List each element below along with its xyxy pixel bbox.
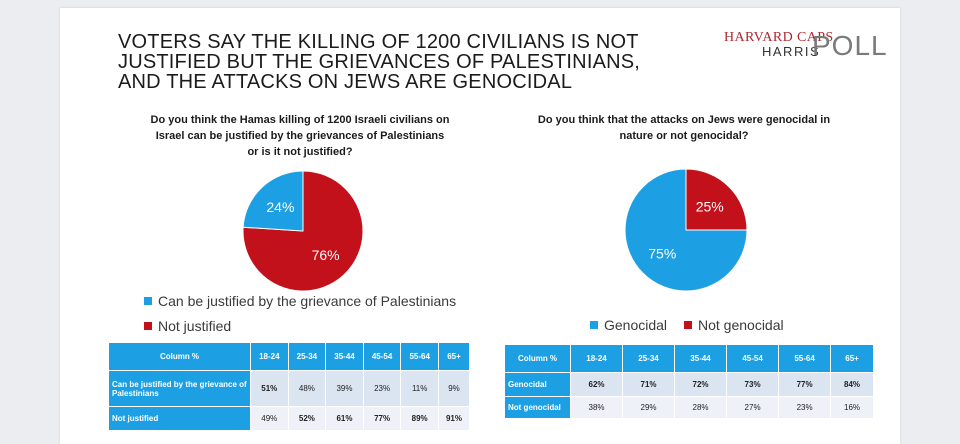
left-pie-chart: 76% 24% [242, 170, 364, 292]
table-corner: Column % [504, 344, 571, 373]
left-legend-item-justified: Can be justified by the grievance of Pal… [144, 293, 456, 309]
table-cell: 71% [622, 372, 676, 397]
right-legend-item-not-genocidal: Not genocidal [684, 317, 784, 333]
table-header-cell: 65+ [830, 344, 874, 373]
table-row: Can be justified by the grievance of Pal… [108, 370, 471, 407]
table-header-cell: 35-44 [674, 344, 728, 373]
table-corner: Column % [108, 342, 251, 371]
table-cell: 23% [778, 396, 832, 419]
table-cell: 38% [569, 396, 624, 419]
legend-label: Not genocidal [698, 317, 784, 333]
legend-swatch-blue [590, 321, 598, 329]
pie-slice-can-be-justified-by-the-grievance-of-palestinians [242, 170, 304, 232]
table-cell: 23% [362, 370, 402, 407]
table-cell: 91% [437, 406, 471, 431]
legend-label: Genocidal [604, 317, 668, 333]
left-legend-item-not-justified: Not justified [144, 318, 231, 334]
table-header-cell: 55-64 [400, 342, 439, 371]
table-cell: 89% [400, 406, 439, 431]
logo-line1: HARVARD CAPS [724, 30, 834, 45]
legend-swatch-red [684, 321, 692, 329]
row-label: Not genocidal [504, 396, 571, 419]
table-header-cell: 25-34 [287, 342, 327, 371]
table-cell: 39% [325, 370, 364, 407]
right-pie-chart: 75% 25% [624, 168, 748, 292]
pie-data-label: 76% [312, 247, 340, 263]
table-header-cell: 45-54 [726, 344, 780, 373]
table-cell: 29% [622, 396, 676, 419]
table-cell: 61% [325, 406, 364, 431]
legend-swatch-red [144, 322, 152, 330]
table-cell: 73% [726, 372, 780, 397]
table-cell: 77% [778, 372, 832, 397]
table-cell: 72% [674, 372, 728, 397]
table-header-cell: 35-44 [325, 342, 364, 371]
pie-data-label: 25% [696, 198, 724, 214]
pie-data-label: 75% [648, 246, 676, 262]
table-row: Not justified 49% 52% 61% 77% 89% 91% [108, 406, 471, 431]
table-cell: 62% [569, 372, 624, 397]
table-cell: 84% [830, 372, 874, 397]
table-cell: 52% [287, 406, 327, 431]
logo-word: POLL [812, 30, 888, 61]
table-cell: 27% [726, 396, 780, 419]
row-label: Can be justified by the grievance of Pal… [108, 370, 251, 407]
table-cell: 28% [674, 396, 728, 419]
table-header-cell: 25-34 [622, 344, 676, 373]
table-cell: 77% [362, 406, 402, 431]
right-question: Do you think that the attacks on Jews we… [537, 114, 831, 142]
table-cell: 16% [830, 396, 874, 419]
row-label: Genocidal [504, 372, 571, 397]
right-legend-item-genocidal: Genocidal [590, 317, 667, 333]
table-cell: 49% [250, 406, 289, 431]
left-question: Do you think the Hamas killing of 1200 I… [150, 114, 450, 158]
table-cell: 51% [250, 370, 289, 407]
table-row: Genocidal 62% 71% 72% 73% 77% 84% [504, 372, 874, 397]
slide: VOTERS SAY THE KILLING OF 1200 CIVILIANS… [60, 8, 900, 444]
table-cell: 11% [400, 370, 439, 407]
table-cell: 48% [287, 370, 327, 407]
slide-title: VOTERS SAY THE KILLING OF 1200 CIVILIANS… [118, 31, 641, 93]
legend-swatch-blue [144, 297, 152, 305]
legend-label: Can be justified by the grievance of Pal… [158, 293, 457, 309]
legend-label: Not justified [158, 318, 232, 334]
pie-data-label: 24% [266, 199, 294, 215]
pie-slice-not-genocidal [685, 168, 748, 231]
row-label: Not justified [108, 406, 251, 431]
table-header-cell: 45-54 [362, 342, 402, 371]
table-cell: 9% [437, 370, 471, 407]
logo-line2: HARRIS [762, 44, 821, 59]
table-header-cell: 55-64 [778, 344, 832, 373]
table-header-cell: 65+ [437, 342, 471, 371]
left-crosstab-table: Column % 18-24 25-34 35-44 45-54 55-64 6… [108, 342, 471, 431]
right-crosstab-table: Column % 18-24 25-34 35-44 45-54 55-64 6… [504, 344, 874, 419]
table-header-cell: 18-24 [569, 344, 624, 373]
table-row: Not genocidal 38% 29% 28% 27% 23% 16% [504, 396, 874, 419]
table-header-cell: 18-24 [250, 342, 289, 371]
